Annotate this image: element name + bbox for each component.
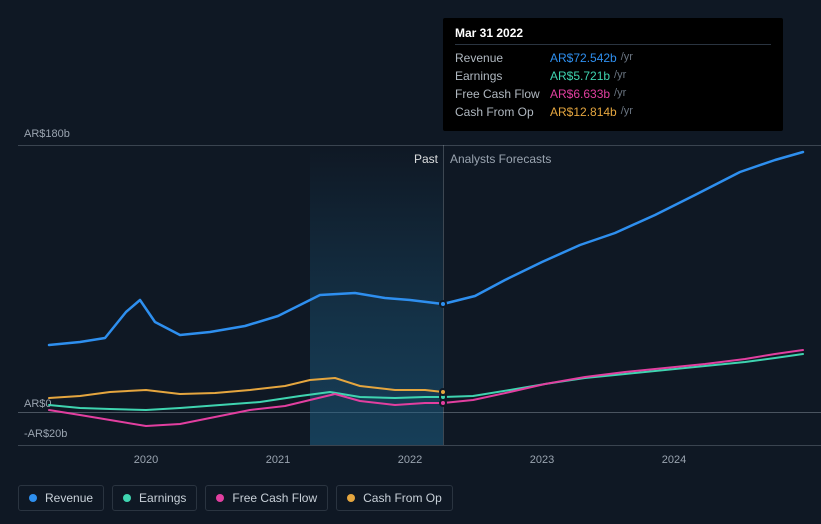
legend-item-fcf[interactable]: Free Cash Flow — [205, 485, 328, 511]
legend-dot-icon — [29, 494, 37, 502]
spotlight-region — [310, 145, 443, 445]
legend-item-earnings[interactable]: Earnings — [112, 485, 197, 511]
region-label-past: Past — [414, 152, 438, 166]
series-earnings — [49, 354, 803, 410]
tooltip-row: Cash From OpAR$12.814b/yr — [455, 103, 771, 121]
legend: Revenue Earnings Free Cash Flow Cash From O… — [18, 485, 453, 511]
x-tick-label: 2023 — [530, 454, 554, 466]
series-revenue — [49, 152, 803, 345]
legend-item-label: Free Cash Flow — [232, 491, 317, 505]
tooltip-row-value: AR$12.814b — [550, 105, 617, 119]
legend-item-label: Cash From Op — [363, 491, 442, 505]
marker-revenue — [439, 300, 447, 308]
gridline-top — [18, 145, 821, 146]
x-tick-label: 2022 — [398, 454, 422, 466]
series-fcf — [49, 350, 803, 426]
tooltip-row: Free Cash FlowAR$6.633b/yr — [455, 85, 771, 103]
x-tick-label: 2024 — [662, 454, 686, 466]
tooltip-row-unit: /yr — [614, 87, 626, 101]
tooltip-row-label: Free Cash Flow — [455, 87, 550, 101]
tooltip-row-label: Revenue — [455, 51, 550, 65]
tooltip-row-value: AR$6.633b — [550, 87, 610, 101]
tooltip-row: RevenueAR$72.542b/yr — [455, 49, 771, 67]
tooltip-row-label: Earnings — [455, 69, 550, 83]
gridline-bottom — [18, 445, 821, 446]
tooltip: Mar 31 2022 RevenueAR$72.542b/yrEarnings… — [443, 18, 783, 131]
tooltip-row-value: AR$72.542b — [550, 51, 617, 65]
y-tick-label: -AR$20b — [24, 428, 67, 440]
marker-fcf — [439, 399, 447, 407]
x-tick-label: 2020 — [134, 454, 158, 466]
y-tick-label: AR$0 — [24, 398, 52, 410]
gridline-zero — [18, 412, 821, 413]
legend-item-label: Earnings — [139, 491, 186, 505]
legend-item-revenue[interactable]: Revenue — [18, 485, 104, 511]
tooltip-row-label: Cash From Op — [455, 105, 550, 119]
tooltip-row: EarningsAR$5.721b/yr — [455, 67, 771, 85]
legend-item-label: Revenue — [45, 491, 93, 505]
region-label-forecast: Analysts Forecasts — [450, 152, 551, 166]
marker-cfo — [439, 388, 447, 396]
tooltip-row-value: AR$5.721b — [550, 69, 610, 83]
tooltip-date: Mar 31 2022 — [455, 26, 771, 45]
x-tick-label: 2021 — [266, 454, 290, 466]
y-tick-label: AR$180b — [24, 128, 70, 140]
legend-item-cfo[interactable]: Cash From Op — [336, 485, 453, 511]
tooltip-row-unit: /yr — [621, 105, 633, 119]
series-cfo — [49, 378, 443, 398]
legend-dot-icon — [216, 494, 224, 502]
tooltip-row-unit: /yr — [621, 51, 633, 65]
legend-dot-icon — [347, 494, 355, 502]
legend-dot-icon — [123, 494, 131, 502]
tooltip-row-unit: /yr — [614, 69, 626, 83]
